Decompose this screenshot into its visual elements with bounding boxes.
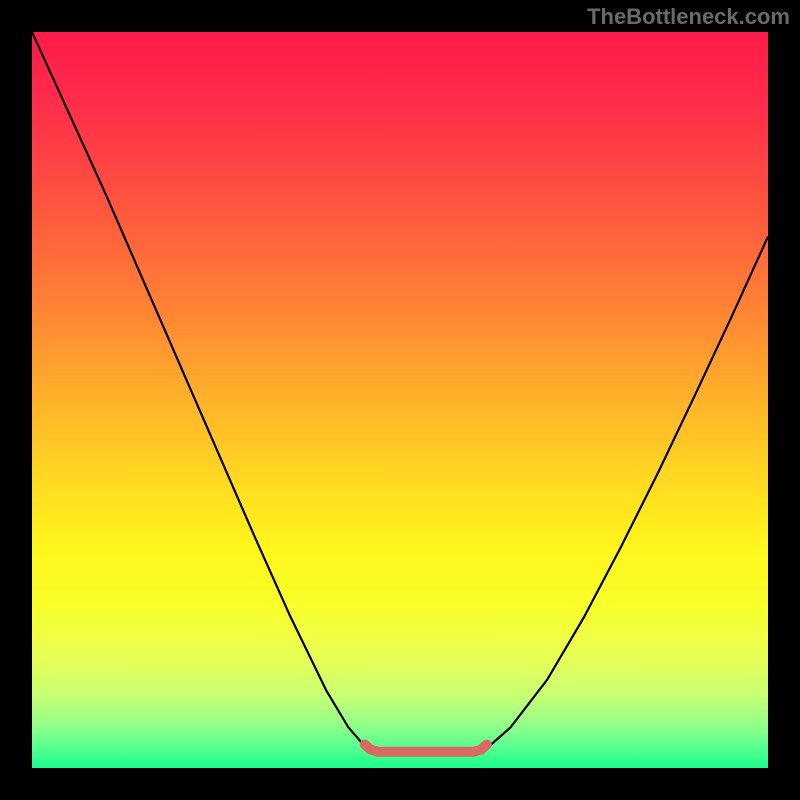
- chart-container: TheBottleneck.com: [0, 0, 800, 800]
- highlight-segment: [365, 744, 487, 751]
- plot-area: [32, 32, 768, 768]
- curve-layer: [32, 32, 768, 768]
- bottleneck-curve: [32, 32, 768, 752]
- watermark-text: TheBottleneck.com: [587, 4, 790, 30]
